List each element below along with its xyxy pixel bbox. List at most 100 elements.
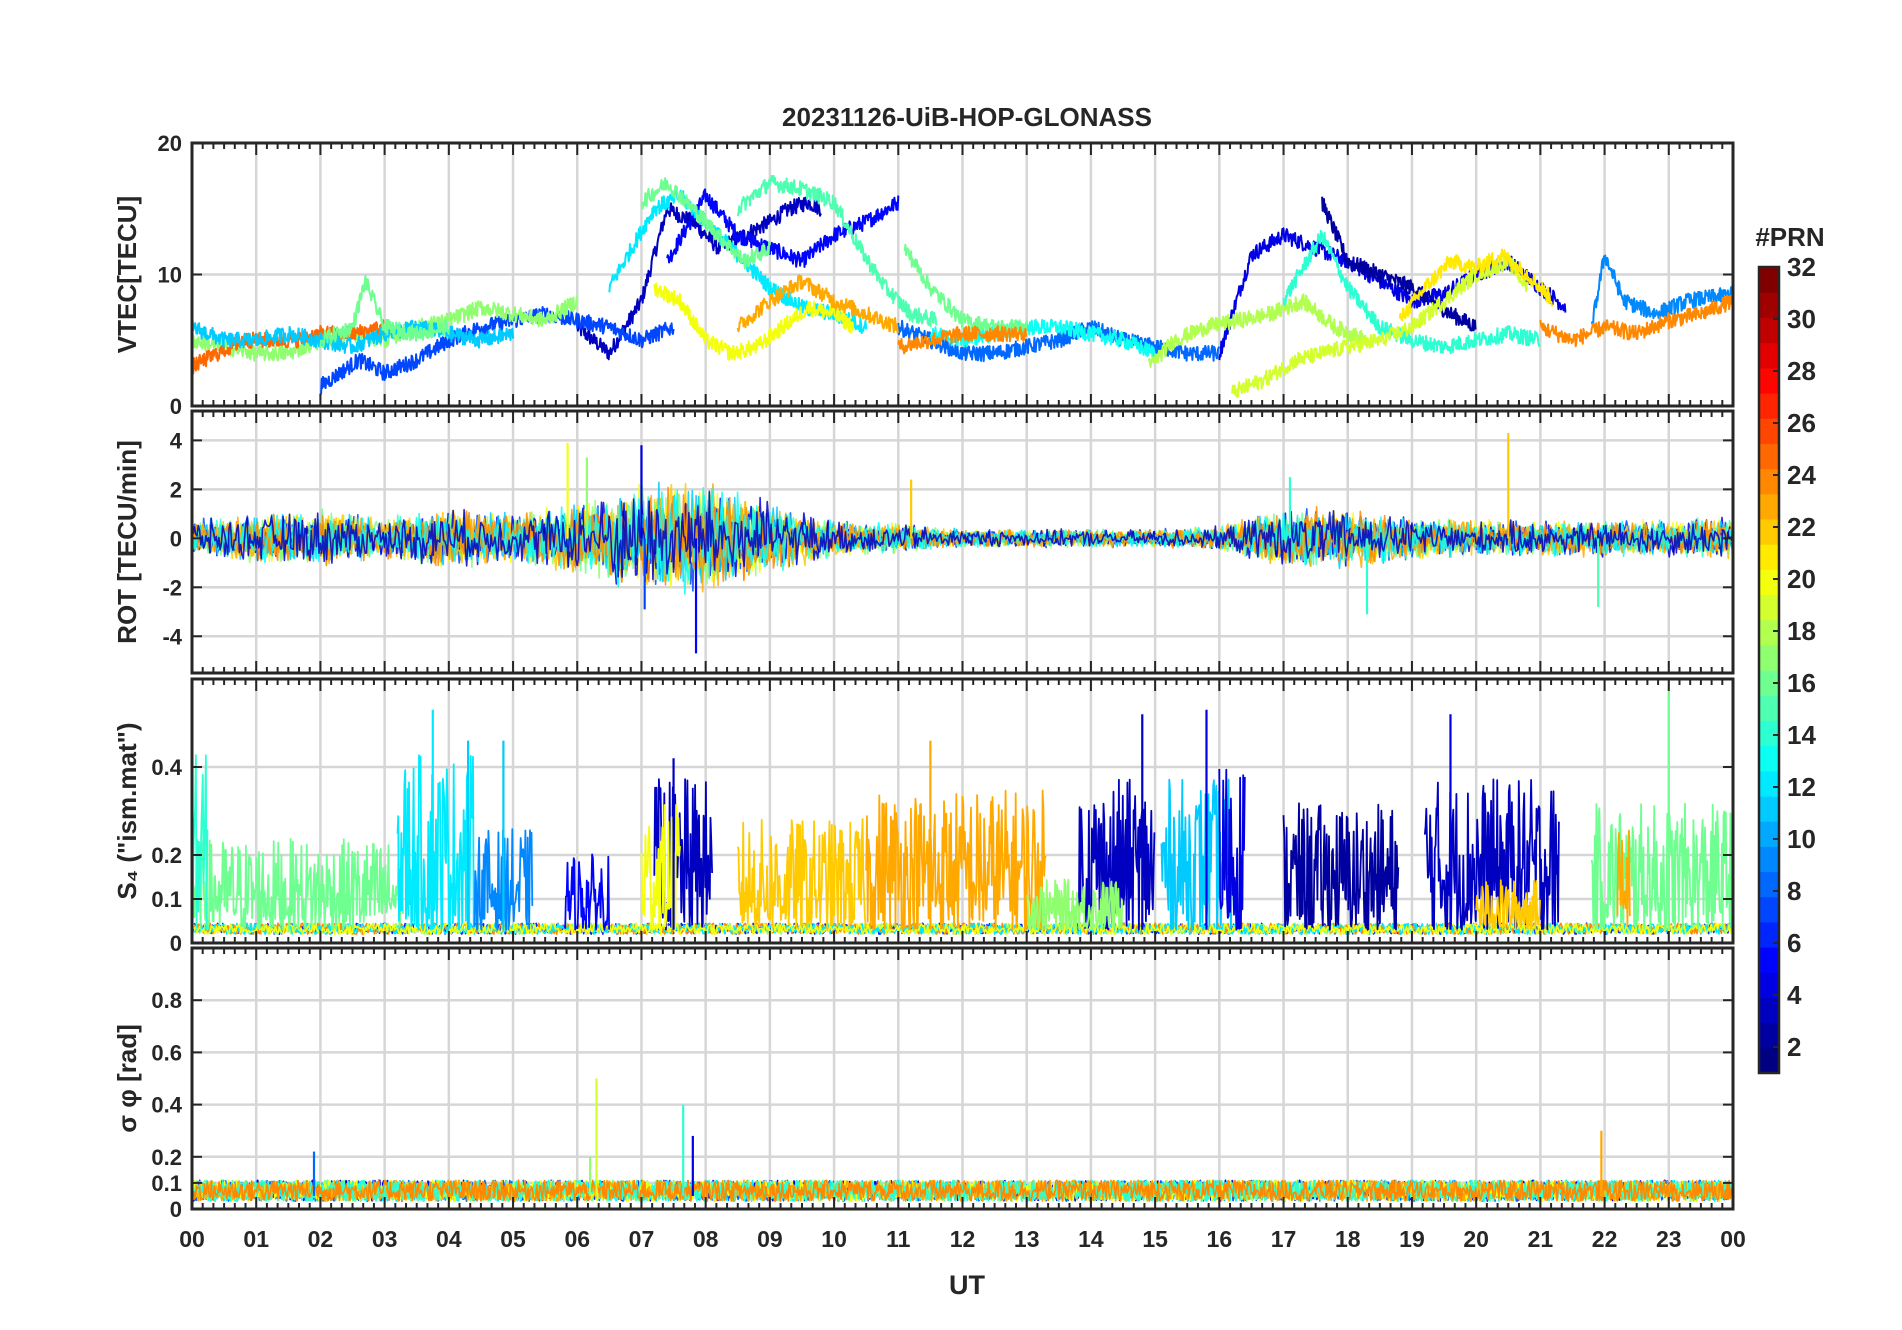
colorbar-swatch bbox=[1759, 695, 1779, 721]
rot-series-prn-3 bbox=[192, 490, 1733, 581]
y-tick-label: 0.2 bbox=[151, 843, 182, 868]
colorbar-tick-label: 14 bbox=[1787, 720, 1816, 750]
y-tick-label: -4 bbox=[162, 624, 182, 649]
y-axis-label: VTEC[TECU] bbox=[112, 196, 142, 353]
y-tick-label: 0.6 bbox=[151, 1040, 182, 1065]
panel-ticks bbox=[191, 679, 1734, 944]
colorbar-swatch bbox=[1759, 770, 1779, 797]
vtec-series-prn-21 bbox=[1398, 248, 1554, 322]
colorbar-swatch bbox=[1759, 619, 1779, 646]
x-tick-label: 09 bbox=[757, 1226, 783, 1252]
colorbar-tick-label: 4 bbox=[1787, 980, 1802, 1010]
vtec-series-prn-17 bbox=[192, 295, 578, 362]
colorbar-swatch bbox=[1759, 493, 1779, 520]
colorbar-swatch bbox=[1759, 367, 1779, 394]
y-tick-label: 0.4 bbox=[151, 1093, 182, 1118]
colorbar-swatch bbox=[1759, 1047, 1779, 1074]
x-tick-label: 06 bbox=[564, 1226, 590, 1252]
y-axis-label: ROT [TECU/min] bbox=[112, 440, 142, 644]
s4-series-prn-16 bbox=[192, 838, 404, 931]
vtec-series-prn-20 bbox=[653, 282, 855, 361]
vtec-series-prn-3 bbox=[576, 196, 822, 361]
panel-grid bbox=[192, 143, 1733, 406]
x-tick-label: 17 bbox=[1271, 1226, 1297, 1252]
colorbar-swatch bbox=[1759, 1022, 1779, 1049]
panel-ticks bbox=[191, 411, 1734, 673]
panel-ticks bbox=[191, 948, 1734, 1210]
y-tick-label: 0.8 bbox=[151, 988, 182, 1013]
colorbar-swatch bbox=[1759, 544, 1779, 570]
x-tick-label: 00 bbox=[1720, 1226, 1746, 1252]
panel-rot: -4 -2 0 2 4 ROT [TECU/min] bbox=[112, 409, 1735, 675]
x-tick-label: 12 bbox=[950, 1226, 976, 1252]
s4-series-prn-2 bbox=[1282, 802, 1400, 931]
x-tick-label: 21 bbox=[1528, 1226, 1554, 1252]
colorbar-swatch bbox=[1759, 594, 1779, 621]
x-tick-label: 19 bbox=[1399, 1226, 1425, 1252]
panel-s4: 0 0.1 0.2 0.4 S₄ ("ism.mat") bbox=[112, 677, 1735, 956]
vtec-series-prn-24 bbox=[897, 325, 1028, 355]
vtec-series-prn-23 bbox=[736, 274, 900, 334]
colorbar-swatch bbox=[1759, 871, 1779, 898]
colorbar-tick-label: 18 bbox=[1787, 616, 1816, 646]
x-tick-label: 14 bbox=[1078, 1226, 1104, 1252]
x-tick-label: 05 bbox=[500, 1226, 526, 1252]
x-tick-label: 10 bbox=[821, 1226, 847, 1252]
vtec-series-prn-11 bbox=[192, 319, 514, 354]
y-tick-label: 0 bbox=[170, 931, 182, 956]
colorbar-tick-label: 28 bbox=[1787, 356, 1816, 386]
y-tick-label: 0 bbox=[170, 394, 182, 419]
vtec-series-prn-24 bbox=[1539, 293, 1733, 348]
colorbar-tick-label: 12 bbox=[1787, 772, 1816, 802]
panel-data bbox=[192, 174, 1733, 399]
y-tick-label: 2 bbox=[170, 477, 182, 502]
colorbar-tick-label: 30 bbox=[1787, 304, 1816, 334]
x-tick-label: 07 bbox=[629, 1226, 655, 1252]
x-tick-label: 08 bbox=[693, 1226, 719, 1252]
colorbar-swatch bbox=[1759, 795, 1779, 822]
colorbar-swatch bbox=[1759, 997, 1779, 1024]
colorbar-swatch bbox=[1759, 670, 1779, 696]
panel-data bbox=[192, 433, 1733, 654]
s4-series-prn-5 bbox=[563, 853, 610, 931]
x-tick-label: 16 bbox=[1207, 1226, 1233, 1252]
y-tick-label: 0 bbox=[170, 526, 182, 551]
x-tick-label: 22 bbox=[1592, 1226, 1618, 1252]
colorbar-frame bbox=[1757, 265, 1781, 1075]
colorbar-swatch bbox=[1759, 342, 1779, 369]
colorbar-tick-label: 16 bbox=[1787, 668, 1816, 698]
colorbar-tick-label: 32 bbox=[1787, 252, 1816, 282]
x-tick-label: 15 bbox=[1142, 1226, 1168, 1252]
colorbar-swatch bbox=[1759, 392, 1779, 419]
vtec-series-prn-9 bbox=[1590, 254, 1733, 328]
vtec-series-prn-15 bbox=[736, 174, 938, 327]
x-axis-label: UT bbox=[949, 1270, 985, 1300]
colorbar-swatch bbox=[1759, 947, 1779, 973]
colorbar-swatch bbox=[1759, 518, 1779, 545]
y-tick-label: 0 bbox=[170, 1197, 182, 1222]
colorbar-tick-label: 24 bbox=[1787, 460, 1816, 490]
vtec-series-prn-5 bbox=[666, 188, 900, 268]
colorbar-swatch bbox=[1759, 720, 1779, 747]
s4-series-prn-23 bbox=[1616, 829, 1631, 928]
colorbar-swatch bbox=[1759, 292, 1779, 318]
s4-series-prn-16 bbox=[1590, 802, 1733, 931]
colorbar-tick-label: 22 bbox=[1787, 512, 1816, 542]
colorbar-tick-label: 20 bbox=[1787, 564, 1816, 594]
y-axis-label: σ φ [rad] bbox=[112, 1024, 142, 1133]
y-axis-label: S₄ ("ism.mat") bbox=[112, 722, 142, 899]
x-tick-label: 00 bbox=[179, 1226, 205, 1252]
panel-sigma_phi: 00.10.2 0.4 0.6 0.8 σ φ [rad] bbox=[112, 946, 1735, 1222]
colorbar-swatch bbox=[1759, 644, 1779, 671]
panel-vtec: 0 10 20 VTEC[TECU] bbox=[112, 131, 1735, 419]
colorbar-swatch bbox=[1759, 468, 1779, 495]
s4-series-prn-22 bbox=[736, 818, 867, 931]
x-tick-label: 01 bbox=[243, 1226, 269, 1252]
colorbar-tick-label: 10 bbox=[1787, 824, 1816, 854]
s4-series-prn-23 bbox=[865, 789, 1047, 931]
colorbar-swatch bbox=[1759, 896, 1779, 923]
colorbar-swatch bbox=[1759, 418, 1779, 444]
